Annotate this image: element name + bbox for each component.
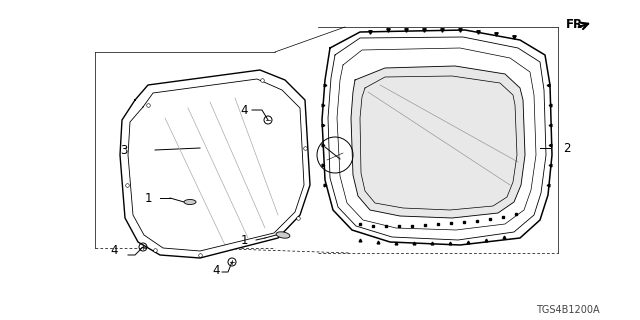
- Text: 4: 4: [241, 103, 248, 116]
- Ellipse shape: [276, 232, 290, 238]
- Polygon shape: [322, 30, 552, 245]
- Text: 4: 4: [212, 263, 220, 276]
- Ellipse shape: [184, 199, 196, 204]
- Text: FR.: FR.: [566, 18, 588, 30]
- Text: 1: 1: [145, 191, 152, 204]
- Polygon shape: [120, 70, 310, 258]
- Text: 1: 1: [241, 234, 248, 246]
- Text: TGS4B1200A: TGS4B1200A: [536, 305, 600, 315]
- Text: 4: 4: [111, 244, 118, 257]
- Text: 3: 3: [120, 143, 128, 156]
- Text: 2: 2: [563, 141, 570, 155]
- Polygon shape: [351, 66, 525, 218]
